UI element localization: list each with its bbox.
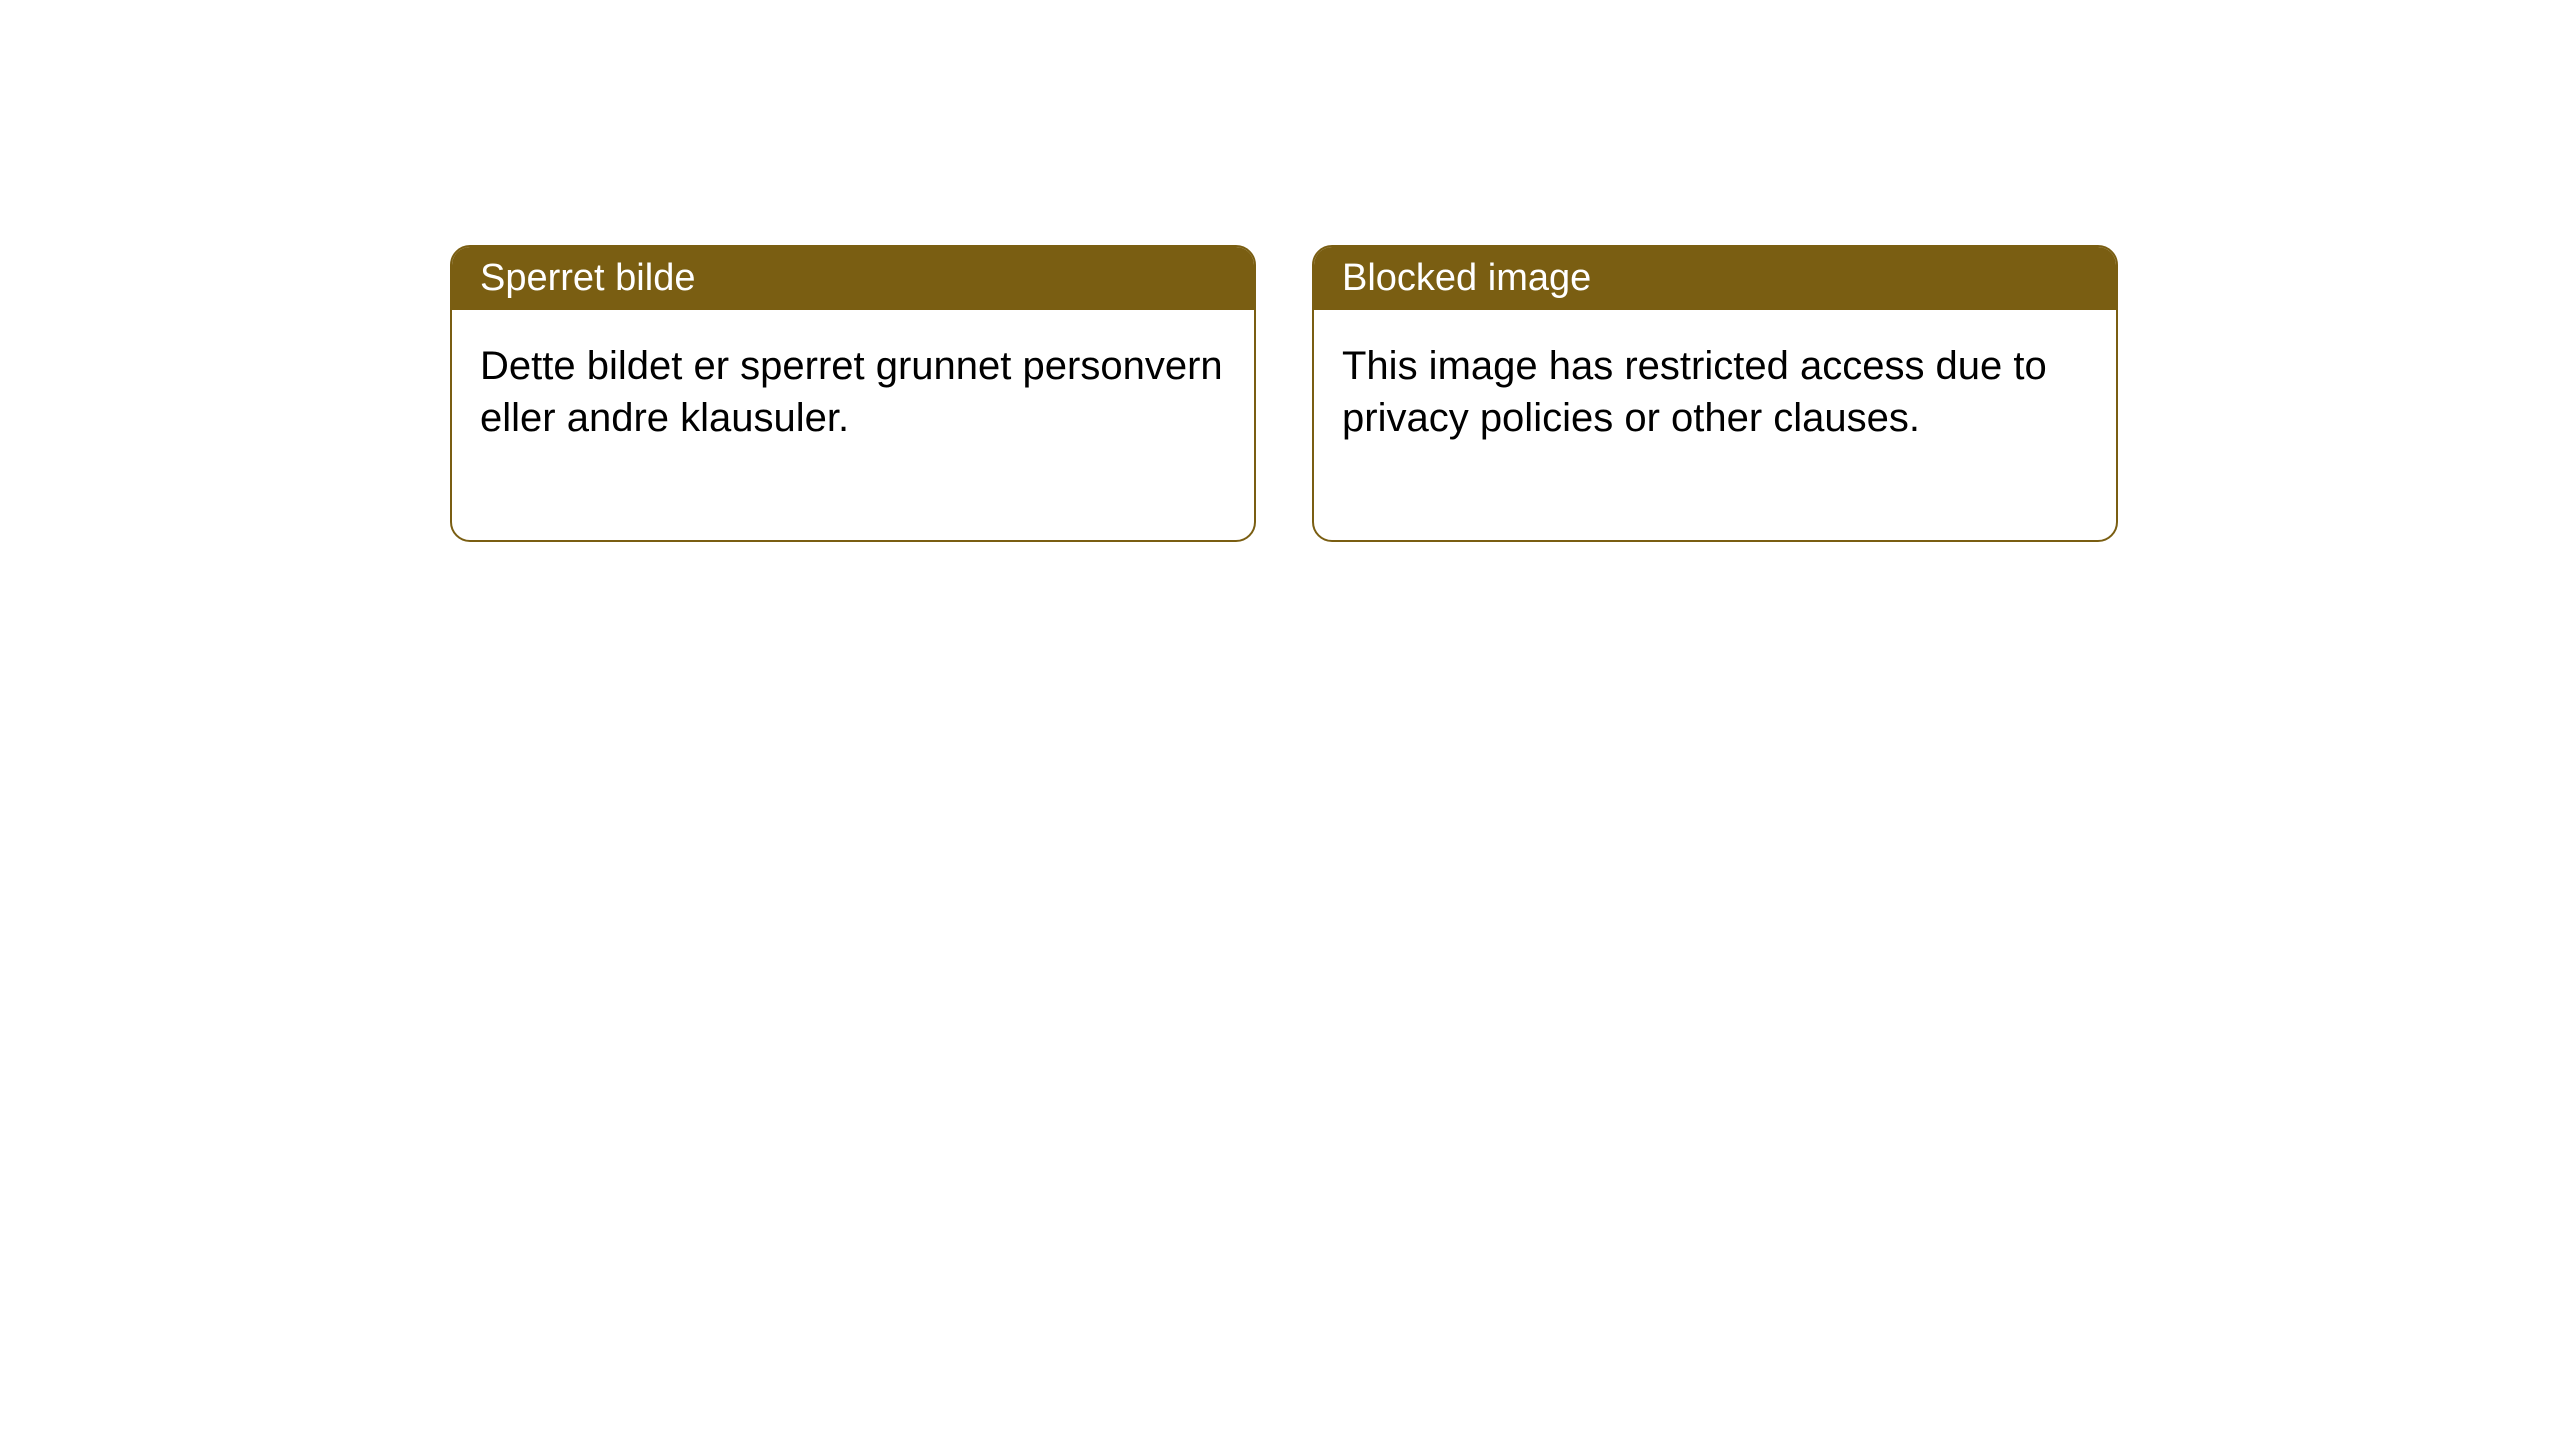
- notice-title: Blocked image: [1342, 257, 1591, 299]
- notice-message: This image has restricted access due to …: [1342, 344, 2047, 440]
- notice-container: Sperret bilde Dette bildet er sperret gr…: [0, 0, 2560, 542]
- notice-card-norwegian: Sperret bilde Dette bildet er sperret gr…: [450, 245, 1256, 542]
- notice-body: Dette bildet er sperret grunnet personve…: [452, 310, 1254, 540]
- notice-title: Sperret bilde: [480, 257, 695, 299]
- notice-message: Dette bildet er sperret grunnet personve…: [480, 344, 1223, 440]
- notice-card-english: Blocked image This image has restricted …: [1312, 245, 2118, 542]
- notice-header: Sperret bilde: [452, 247, 1254, 310]
- notice-body: This image has restricted access due to …: [1314, 310, 2116, 540]
- notice-header: Blocked image: [1314, 247, 2116, 310]
